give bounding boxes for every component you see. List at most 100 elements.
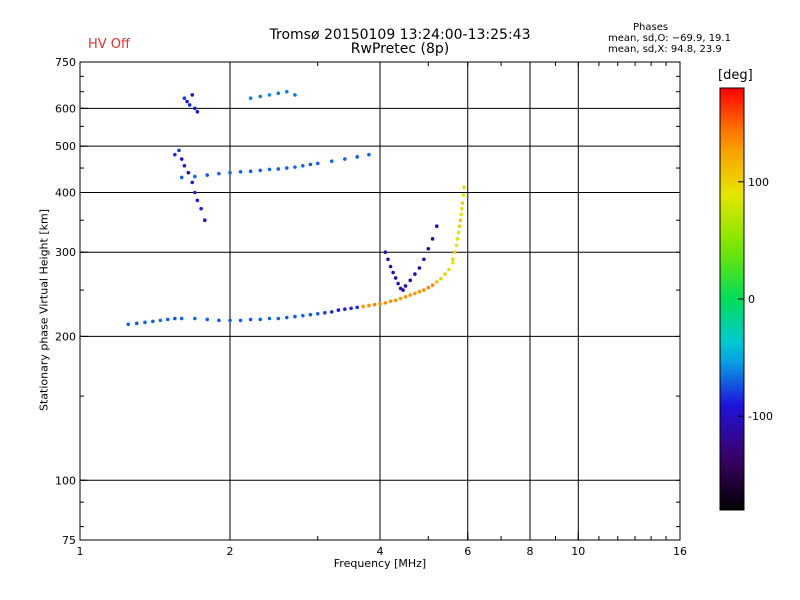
data-point xyxy=(182,163,187,168)
phases-mean-o: mean, sd,O: −69.9, 19.1 xyxy=(608,33,731,44)
phases-title: Phases xyxy=(633,22,669,33)
data-point xyxy=(451,257,455,262)
data-point xyxy=(430,283,435,287)
data-point xyxy=(143,320,147,325)
data-point xyxy=(393,276,398,280)
data-point xyxy=(217,171,221,176)
data-point xyxy=(182,96,187,100)
colorbar-tick-label: 100 xyxy=(748,176,769,189)
data-point xyxy=(258,168,263,173)
data-point xyxy=(293,93,297,97)
data-point xyxy=(134,321,139,326)
y-tick-label: 500 xyxy=(55,140,76,153)
y-tick-label: 300 xyxy=(55,246,76,259)
data-point xyxy=(455,237,460,241)
data-point xyxy=(195,198,200,203)
data-point xyxy=(393,298,398,303)
data-point xyxy=(355,155,359,159)
data-point xyxy=(228,318,232,323)
data-point xyxy=(367,152,371,157)
data-point xyxy=(343,307,347,311)
data-point xyxy=(276,91,281,96)
data-point xyxy=(267,93,272,97)
data-point xyxy=(462,185,466,190)
data-point xyxy=(158,318,163,323)
data-point xyxy=(205,317,209,322)
data-point xyxy=(179,175,184,180)
data-point xyxy=(336,308,341,312)
data-point xyxy=(361,304,365,309)
data-point xyxy=(460,201,465,205)
data-point xyxy=(301,163,305,168)
data-point xyxy=(349,306,353,311)
x-axis-label: Frequency [MHz] xyxy=(333,557,427,570)
data-point xyxy=(396,281,400,286)
data-point xyxy=(284,89,289,94)
hv-status: HV Off xyxy=(88,37,130,52)
data-point xyxy=(458,218,463,223)
data-point xyxy=(238,169,243,174)
data-point xyxy=(456,230,461,235)
data-point xyxy=(329,159,334,164)
data-point xyxy=(267,316,272,321)
data-point xyxy=(179,157,184,161)
data-point xyxy=(447,267,451,272)
data-point xyxy=(186,170,191,175)
data-point xyxy=(457,224,462,229)
data-point xyxy=(267,167,272,172)
data-point xyxy=(403,295,408,299)
data-point xyxy=(454,243,459,248)
data-point xyxy=(276,167,281,171)
data-point xyxy=(217,318,221,323)
data-point xyxy=(417,289,422,294)
data-point xyxy=(151,319,155,324)
data-point xyxy=(388,264,393,269)
y-axis-label: Stationary phase Virtual Height [km] xyxy=(37,208,51,412)
data-point xyxy=(258,317,263,322)
data-point xyxy=(401,288,405,292)
data-point xyxy=(193,190,197,195)
data-point xyxy=(408,293,413,297)
data-point xyxy=(383,250,388,255)
data-point xyxy=(293,314,297,319)
data-point xyxy=(199,206,203,211)
data-point xyxy=(413,272,417,276)
data-point xyxy=(308,162,313,167)
y-tick-label: 750 xyxy=(55,56,76,69)
chart-subtitle: RwPretec (8p) xyxy=(350,41,450,57)
data-point xyxy=(459,212,463,217)
data-point xyxy=(177,148,181,153)
y-tick-label: 75 xyxy=(62,534,76,547)
data-point xyxy=(284,166,289,170)
data-point xyxy=(228,170,232,175)
data-point xyxy=(434,280,439,284)
data-point xyxy=(173,152,177,157)
data-point xyxy=(185,99,189,104)
data-point xyxy=(403,284,408,288)
data-point xyxy=(187,103,192,107)
data-point xyxy=(190,180,195,185)
data-point xyxy=(443,272,447,276)
data-point xyxy=(315,311,320,316)
data-point xyxy=(293,165,297,169)
data-point xyxy=(398,296,403,301)
data-point xyxy=(193,174,197,179)
data-point xyxy=(422,288,426,292)
data-point xyxy=(439,276,443,281)
data-point xyxy=(426,246,431,251)
data-point xyxy=(308,312,313,317)
x-tick-label: 8 xyxy=(527,545,534,558)
data-point xyxy=(355,305,359,310)
data-point xyxy=(193,316,197,321)
data-point xyxy=(126,322,131,327)
data-point xyxy=(417,266,422,270)
data-point xyxy=(422,257,426,262)
data-point xyxy=(190,93,195,97)
data-point xyxy=(248,96,253,100)
x-tick-label: 1 xyxy=(77,545,84,558)
data-point xyxy=(408,278,413,283)
chart-title: Tromsø 20150109 13:24:00-13:25:43 xyxy=(269,27,531,43)
data-point xyxy=(284,315,289,320)
y-tick-label: 200 xyxy=(55,330,76,343)
